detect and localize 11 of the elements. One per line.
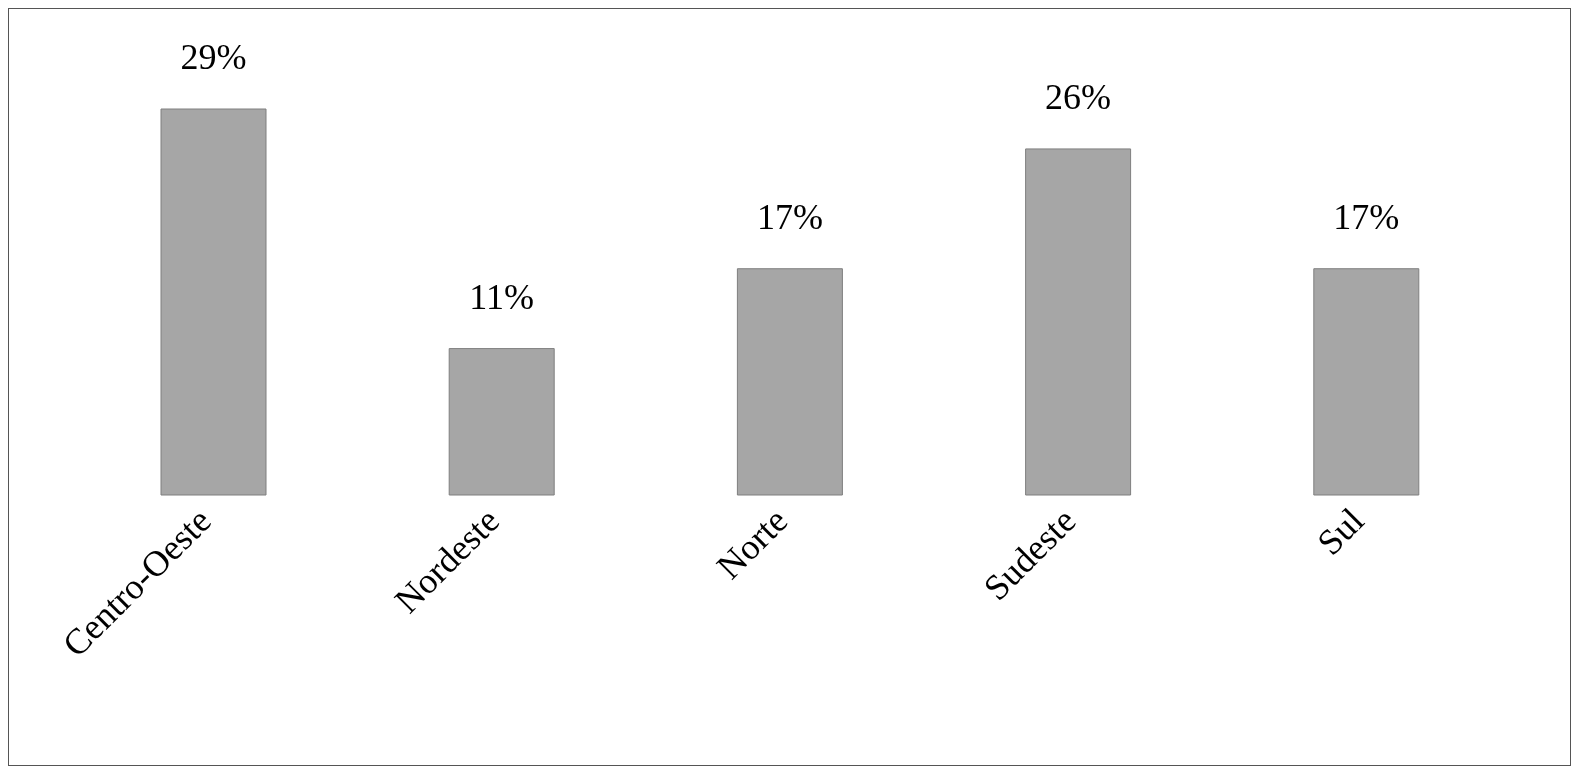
data-label: 17% [756, 196, 823, 237]
bar [736, 268, 843, 496]
data-label: 26% [1045, 76, 1112, 117]
bar [160, 108, 267, 496]
bar [1025, 148, 1132, 496]
data-label: 17% [1333, 196, 1400, 237]
bar [448, 348, 555, 496]
data-label: 29% [180, 37, 247, 77]
bar [1313, 268, 1420, 496]
x-tick-label: Sul [1309, 500, 1372, 563]
data-label: 11% [469, 276, 535, 317]
